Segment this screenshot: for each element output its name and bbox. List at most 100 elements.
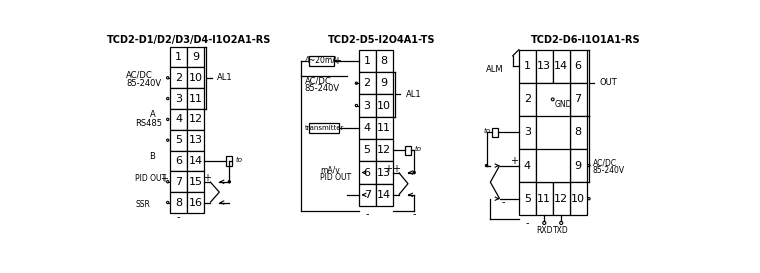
Text: 5: 5 bbox=[364, 145, 371, 155]
Text: mA/v: mA/v bbox=[320, 166, 340, 175]
Circle shape bbox=[166, 201, 169, 204]
Text: +: + bbox=[203, 173, 211, 183]
Text: 7: 7 bbox=[575, 94, 581, 104]
Text: -: - bbox=[366, 209, 369, 219]
Bar bbox=[375, 161, 393, 184]
Bar bbox=[170, 47, 187, 67]
Circle shape bbox=[559, 221, 562, 224]
Text: AL1: AL1 bbox=[217, 73, 233, 82]
Text: +: + bbox=[510, 156, 518, 166]
Text: 14: 14 bbox=[554, 61, 568, 71]
Text: AC/DC: AC/DC bbox=[305, 76, 331, 85]
Bar bbox=[375, 117, 393, 139]
Bar bbox=[570, 182, 587, 215]
Text: TCD2-D1/D2/D3/D4-I1O2A1-RS: TCD2-D1/D2/D3/D4-I1O2A1-RS bbox=[107, 35, 271, 45]
Bar bbox=[226, 156, 233, 166]
Bar bbox=[375, 72, 393, 94]
Text: 16: 16 bbox=[188, 198, 202, 207]
Text: B: B bbox=[150, 152, 156, 161]
Bar bbox=[536, 182, 553, 215]
Bar bbox=[570, 149, 587, 182]
Bar bbox=[375, 184, 393, 206]
Text: -: - bbox=[526, 218, 529, 228]
Bar bbox=[359, 139, 375, 161]
Text: 85-240V: 85-240V bbox=[305, 84, 340, 93]
Bar bbox=[536, 50, 553, 83]
Text: 2: 2 bbox=[524, 94, 531, 104]
Text: GND: GND bbox=[554, 100, 572, 109]
Bar bbox=[170, 109, 187, 130]
Text: 12: 12 bbox=[377, 145, 391, 155]
Bar bbox=[375, 50, 393, 72]
Circle shape bbox=[543, 221, 546, 224]
Text: 7: 7 bbox=[175, 177, 182, 187]
Text: TXD: TXD bbox=[553, 226, 569, 235]
Text: 9: 9 bbox=[192, 52, 199, 62]
Text: TCD2-D5-I2O4A1-TS: TCD2-D5-I2O4A1-TS bbox=[328, 35, 435, 45]
Text: 8: 8 bbox=[175, 198, 182, 207]
Circle shape bbox=[166, 118, 169, 121]
Text: 2: 2 bbox=[175, 73, 182, 83]
Text: transmitter: transmitter bbox=[304, 125, 344, 131]
Bar bbox=[519, 116, 536, 149]
Text: 5: 5 bbox=[175, 135, 182, 145]
Text: 11: 11 bbox=[537, 194, 551, 204]
Text: 3: 3 bbox=[175, 94, 182, 103]
Bar bbox=[519, 149, 536, 182]
Text: +: + bbox=[391, 164, 400, 174]
Text: 9: 9 bbox=[575, 161, 581, 171]
Text: to: to bbox=[414, 146, 421, 152]
Text: 13: 13 bbox=[188, 135, 202, 145]
Text: 13: 13 bbox=[377, 168, 391, 177]
Text: A: A bbox=[150, 110, 156, 119]
Circle shape bbox=[355, 82, 357, 84]
Text: 6: 6 bbox=[364, 168, 371, 177]
Bar bbox=[170, 192, 187, 213]
Text: to: to bbox=[483, 128, 490, 134]
Circle shape bbox=[486, 164, 488, 167]
Text: 14: 14 bbox=[188, 156, 202, 166]
Circle shape bbox=[355, 104, 357, 107]
Bar bbox=[187, 130, 204, 151]
Bar bbox=[553, 50, 570, 83]
Text: +: + bbox=[384, 164, 392, 174]
Text: 12: 12 bbox=[188, 114, 202, 124]
Text: AL1: AL1 bbox=[406, 90, 421, 99]
Text: RXD: RXD bbox=[536, 226, 553, 235]
Text: 3: 3 bbox=[364, 100, 371, 111]
Text: 15: 15 bbox=[188, 177, 202, 187]
Text: +: + bbox=[333, 56, 341, 66]
Bar bbox=[309, 123, 340, 133]
Text: 1: 1 bbox=[364, 56, 371, 66]
Text: 10: 10 bbox=[572, 194, 585, 204]
Text: AC/DC: AC/DC bbox=[126, 71, 153, 80]
Text: +: + bbox=[160, 174, 168, 185]
Text: 12: 12 bbox=[554, 194, 568, 204]
Bar bbox=[570, 50, 587, 83]
Text: -: - bbox=[177, 212, 180, 222]
Bar bbox=[359, 184, 375, 206]
Text: TCD2-D6-I1O1A1-RS: TCD2-D6-I1O1A1-RS bbox=[531, 35, 641, 45]
Bar bbox=[359, 50, 375, 72]
Text: -: - bbox=[502, 198, 505, 207]
Text: to: to bbox=[236, 157, 242, 163]
Text: 11: 11 bbox=[188, 94, 202, 103]
Text: 9: 9 bbox=[381, 78, 388, 88]
Bar bbox=[309, 56, 334, 66]
Text: PID OUT: PID OUT bbox=[320, 173, 351, 182]
Circle shape bbox=[166, 181, 169, 183]
Bar bbox=[405, 146, 411, 155]
Circle shape bbox=[166, 97, 169, 100]
Text: 4: 4 bbox=[524, 161, 531, 171]
Text: 4: 4 bbox=[363, 123, 371, 133]
Bar bbox=[187, 192, 204, 213]
Bar bbox=[170, 171, 187, 192]
Bar bbox=[359, 117, 375, 139]
Circle shape bbox=[413, 171, 415, 174]
Bar bbox=[187, 47, 204, 67]
Circle shape bbox=[166, 77, 169, 79]
Text: 10: 10 bbox=[377, 100, 391, 111]
Bar bbox=[570, 83, 587, 116]
Text: 85-240V: 85-240V bbox=[126, 79, 161, 88]
Text: AC/DC: AC/DC bbox=[593, 159, 617, 168]
